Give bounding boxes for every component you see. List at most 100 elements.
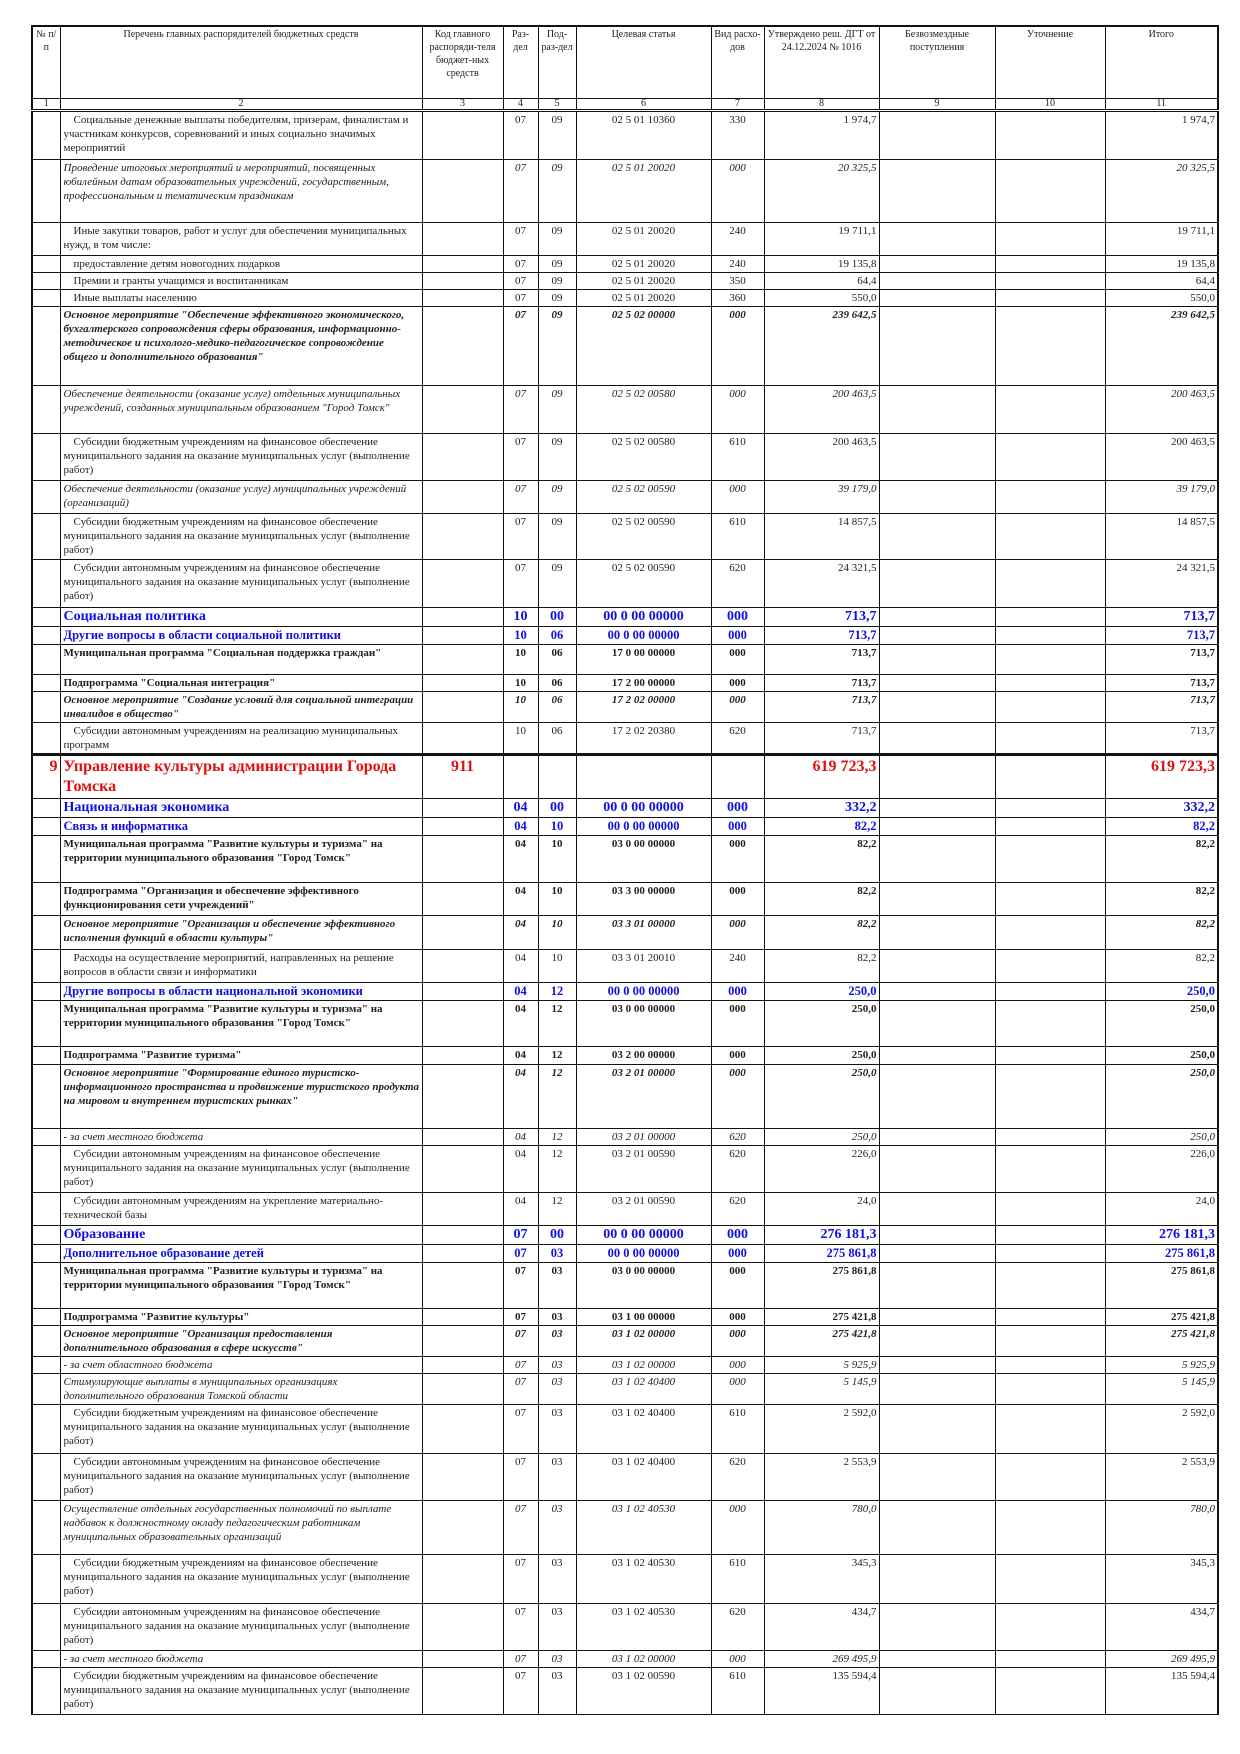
total-amount: 82,2	[1104, 949, 1219, 983]
column-number-row: 1 2 3 4 5 6 7 8 9 10 11	[31, 98, 1219, 112]
target-article: 02 5 01 20020	[575, 255, 712, 273]
item-name: Подпрограмма "Организация и обеспечение …	[59, 882, 423, 916]
razdel: 04	[502, 835, 539, 883]
admin-code	[421, 835, 504, 883]
table-row: Муниципальная программа "Развитие культу…	[31, 835, 1219, 883]
item-name: Основное мероприятие "Организация и обес…	[59, 915, 423, 950]
razdel: 07	[502, 1244, 539, 1263]
table-row: Субсидии бюджетным учреждениям на финанс…	[31, 1404, 1219, 1454]
admin-code	[421, 626, 504, 645]
row-number	[31, 949, 61, 983]
podrazdel: 03	[537, 1404, 577, 1454]
grants-amount	[878, 626, 996, 645]
total-amount: 250,0	[1104, 982, 1219, 1001]
approved-amount: 269 495,9	[763, 1650, 880, 1668]
header-name: Перечень главных распорядителей бюджетны…	[59, 25, 423, 99]
target-article: 03 2 01 00000	[575, 1064, 712, 1129]
admin-code	[421, 1404, 504, 1454]
expense-type: 240	[710, 255, 765, 273]
row-number	[31, 1356, 61, 1374]
expense-type: 610	[710, 433, 765, 481]
grants-amount	[878, 1145, 996, 1193]
podrazdel: 03	[537, 1325, 577, 1357]
approved-amount: 39 179,0	[763, 480, 880, 514]
razdel: 07	[502, 1225, 539, 1245]
item-name: - за счет областного бюджета	[59, 1356, 423, 1374]
expense-type: 000	[710, 1225, 765, 1245]
podrazdel: 00	[537, 798, 577, 818]
razdel: 07	[502, 1356, 539, 1374]
total-amount: 2 553,9	[1104, 1453, 1219, 1501]
approved-amount: 713,7	[763, 691, 880, 723]
table-row: Муниципальная программа "Развитие культу…	[31, 1000, 1219, 1047]
target-article: 03 3 01 00000	[575, 915, 712, 950]
approved-amount: 250,0	[763, 982, 880, 1001]
razdel: 04	[502, 949, 539, 983]
podrazdel: 12	[537, 1000, 577, 1047]
expense-type: 000	[710, 1064, 765, 1129]
razdel: 10	[502, 722, 539, 755]
row-number	[31, 222, 61, 256]
approved-amount: 82,2	[763, 949, 880, 983]
table-row: Осуществление отдельных государственных …	[31, 1500, 1219, 1555]
grants-amount	[878, 559, 996, 608]
item-name: Обеспечение деятельности (оказание услуг…	[59, 385, 423, 434]
razdel: 04	[502, 1192, 539, 1226]
table-row: Проведение итоговых мероприятий и меропр…	[31, 159, 1219, 223]
expense-type: 240	[710, 222, 765, 256]
admin-code	[421, 949, 504, 983]
podrazdel: 03	[537, 1262, 577, 1309]
total-amount: 19 135,8	[1104, 255, 1219, 273]
item-name: Субсидии бюджетным учреждениям на финанс…	[59, 1404, 423, 1454]
total-amount: 1 974,7	[1104, 110, 1219, 160]
total-amount: 434,7	[1104, 1603, 1219, 1651]
row-number	[31, 1308, 61, 1326]
target-article: 02 5 02 00590	[575, 480, 712, 514]
adjustment-amount	[994, 1650, 1106, 1668]
target-article: 03 2 01 00590	[575, 1192, 712, 1226]
adjustment-amount	[994, 513, 1106, 560]
table-row: Основное мероприятие "Создание условий д…	[31, 691, 1219, 723]
row-number	[31, 1650, 61, 1668]
adjustment-amount	[994, 159, 1106, 223]
podrazdel: 09	[537, 480, 577, 514]
razdel: 07	[502, 1650, 539, 1668]
razdel: 07	[502, 255, 539, 273]
table-row: Субсидии автономным учреждениям на реали…	[31, 722, 1219, 755]
target-article: 00 0 00 00000	[575, 626, 712, 645]
expense-type: 000	[710, 306, 765, 386]
podrazdel: 09	[537, 289, 577, 307]
table-row: Субсидии автономным учреждениям на укреп…	[31, 1192, 1219, 1226]
target-article: 00 0 00 00000	[575, 982, 712, 1001]
adjustment-amount	[994, 1603, 1106, 1651]
podrazdel: 06	[537, 626, 577, 645]
approved-amount: 434,7	[763, 1603, 880, 1651]
podrazdel: 03	[537, 1500, 577, 1555]
adjustment-amount	[994, 559, 1106, 608]
grants-amount	[878, 1308, 996, 1326]
podrazdel: 10	[537, 882, 577, 916]
row-number	[31, 1404, 61, 1454]
approved-amount: 619 723,3	[763, 754, 880, 799]
table-row: 9 Управление культуры администрации Город…	[31, 754, 1219, 799]
total-amount: 713,7	[1104, 626, 1219, 645]
row-number: 9	[31, 754, 61, 799]
adjustment-amount	[994, 433, 1106, 481]
expense-type: 000	[710, 1356, 765, 1374]
total-amount: 39 179,0	[1104, 480, 1219, 514]
grants-amount	[878, 691, 996, 723]
expense-type: 000	[710, 915, 765, 950]
grants-amount	[878, 1500, 996, 1555]
approved-amount: 713,7	[763, 674, 880, 692]
table-body: Социальные денежные выплаты победителям,…	[31, 110, 1219, 1715]
target-article: 03 0 00 00000	[575, 835, 712, 883]
grants-amount	[878, 306, 996, 386]
total-amount: 14 857,5	[1104, 513, 1219, 560]
razdel: 10	[502, 674, 539, 692]
approved-amount: 19 135,8	[763, 255, 880, 273]
approved-amount: 82,2	[763, 817, 880, 836]
approved-amount: 250,0	[763, 1046, 880, 1065]
podrazdel: 03	[537, 1373, 577, 1405]
expense-type: 610	[710, 1404, 765, 1454]
podrazdel: 06	[537, 674, 577, 692]
